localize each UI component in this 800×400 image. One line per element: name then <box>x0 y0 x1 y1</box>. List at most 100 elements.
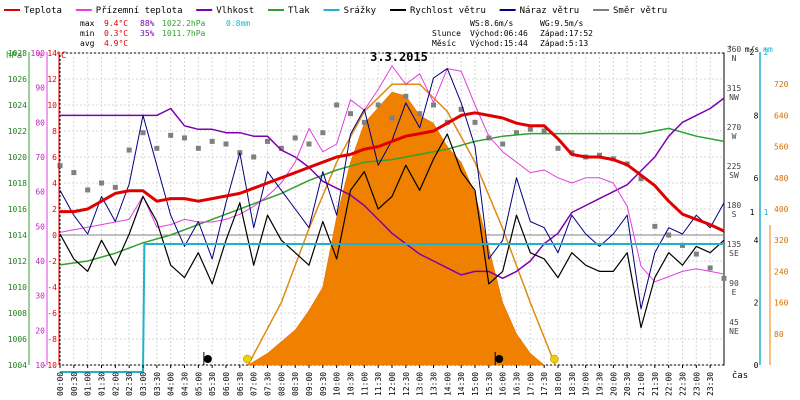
wind-direction-point <box>126 147 132 153</box>
axis-direction-tick: 45 <box>729 318 739 327</box>
axis-mm-tick: 1 <box>764 208 769 217</box>
axis-solar-tick: 80 <box>774 330 784 339</box>
axis-hpa-tick: 1014 <box>8 231 27 240</box>
axis-time-tick: 01:00 <box>84 372 93 396</box>
axis-time-tick: 12:00 <box>388 372 397 396</box>
wind-direction-point <box>472 119 478 125</box>
axis-hpa-tick: 1004 <box>8 361 27 370</box>
axis-percent-tick: 30 <box>35 292 45 301</box>
stats-pressure: 1011.7hPa <box>162 29 206 38</box>
axis-hpa-tick: 1022 <box>8 127 27 136</box>
axis-direction-compass: E <box>732 288 737 297</box>
axis-celsius-tick: -4 <box>47 283 57 292</box>
wind-direction-point <box>680 242 685 248</box>
axis-solar-tick: 320 <box>774 236 789 245</box>
axis-wind-tick: 2 <box>754 299 759 308</box>
axis-celsius-tick: 0 <box>52 231 57 240</box>
axis-percent-tick: 20 <box>35 326 45 335</box>
moonrise-marker <box>495 355 504 363</box>
axis-direction-compass: N <box>732 54 737 63</box>
stats-wind-gust: WG:9.5m/s <box>540 19 584 28</box>
axis-time-tick: 21:30 <box>651 372 660 396</box>
stats-row-label: avg <box>80 39 95 48</box>
wind-direction-point <box>527 126 533 132</box>
axis-time-tick: 15:30 <box>485 372 494 396</box>
wind-direction-point <box>265 138 270 144</box>
axis-direction-tick: 180 <box>727 201 742 210</box>
wind-direction-point <box>514 130 519 136</box>
axis-hpa-tick: 1026 <box>8 75 27 84</box>
stats-row-label: min <box>80 29 95 38</box>
axis-time-tick: 03:00 <box>139 372 148 396</box>
axis-hpa-tick: 1016 <box>8 205 27 214</box>
legend-label: Přízemní teplota <box>96 6 183 16</box>
axis-celsius-tick: -2 <box>47 257 57 266</box>
axis-hpa-tick: 1010 <box>8 283 27 292</box>
wind-direction-point <box>182 135 187 141</box>
wind-direction-point <box>195 145 201 151</box>
axis-direction-compass: NW <box>729 93 739 102</box>
axis-time-tick: 02:00 <box>111 372 120 396</box>
wind-direction-point <box>431 102 436 108</box>
legend-label: Tlak <box>288 6 310 16</box>
wind-direction-point <box>154 145 160 151</box>
axis-hpa-tick: 1024 <box>8 101 27 110</box>
wind-direction-point <box>334 102 340 108</box>
axis-time-tick: 20:30 <box>623 372 632 396</box>
axis-percent-tick: 40 <box>35 257 45 266</box>
wind-direction-point <box>638 176 644 182</box>
axis-time-tick: 10:30 <box>347 372 356 396</box>
wind-direction-point <box>666 232 672 238</box>
axis-time-tick: 09:30 <box>319 372 328 396</box>
wind-direction-point <box>403 93 409 99</box>
axis-time-tick: 10:00 <box>333 372 342 396</box>
axis-hpa-unit: hPa <box>6 51 22 61</box>
axis-time-tick: 18:00 <box>554 372 563 396</box>
axis-time-tick: 04:30 <box>181 372 190 396</box>
wind-direction-point <box>306 141 312 147</box>
wind-direction-point <box>223 141 229 147</box>
axis-time-tick: 19:30 <box>596 372 605 396</box>
stats-moonrise: Východ:15:44 <box>470 39 528 48</box>
axis-time-tick: 22:30 <box>679 372 688 396</box>
axis-direction-compass: NE <box>729 327 739 336</box>
axis-wind-tick: 4 <box>754 236 759 245</box>
wind-direction-point <box>251 154 257 160</box>
axis-time-tick: 09:00 <box>305 372 314 396</box>
axis-hpa-tick: 1018 <box>8 179 27 188</box>
axis-time-tick: 16:30 <box>513 372 522 396</box>
axis-percent-tick: 60 <box>35 188 45 197</box>
axis-solar-tick: 640 <box>774 111 789 120</box>
axis-direction-compass: S <box>732 210 737 219</box>
legend-label: Srážky <box>344 6 377 16</box>
wind-direction-point <box>541 128 547 134</box>
axis-time-tick: 06:00 <box>222 372 231 396</box>
axis-solar-tick: 480 <box>774 174 789 183</box>
axis-time-tick: 07:30 <box>264 372 273 396</box>
axis-time-tick: 13:00 <box>416 372 425 396</box>
axis-direction-compass: SW <box>729 171 739 180</box>
wind-direction-point <box>140 130 146 136</box>
wind-direction-point <box>57 163 63 169</box>
axis-mm-unit: mm <box>763 45 773 54</box>
sunrise-marker <box>243 354 252 364</box>
wind-direction-point <box>458 106 464 112</box>
legend-label: Náraz větru <box>520 6 580 16</box>
axis-direction-compass: W <box>732 132 737 141</box>
series-ground-temperature <box>59 65 725 283</box>
axis-hpa-tick: 1012 <box>8 257 27 266</box>
axis-time-tick: 06:30 <box>236 372 245 396</box>
axis-percent-unit: % <box>37 51 43 61</box>
axis-ms-unit: m/s <box>745 45 760 54</box>
axis-solar-tick: 560 <box>774 143 789 152</box>
wind-direction-point <box>361 119 367 125</box>
stats-sunrise: Východ:06:46 <box>470 29 528 38</box>
axis-time-tick: 07:00 <box>250 372 259 396</box>
stats-temp: 4.9°C <box>104 39 128 48</box>
wind-direction-point <box>99 180 104 186</box>
stats-moonset: Západ:5:13 <box>540 39 588 48</box>
wind-direction-point <box>486 135 492 141</box>
axis-celsius-unit: °C <box>56 51 67 61</box>
series-humidity <box>60 97 725 280</box>
stats-temp: 9.4°C <box>104 19 128 28</box>
